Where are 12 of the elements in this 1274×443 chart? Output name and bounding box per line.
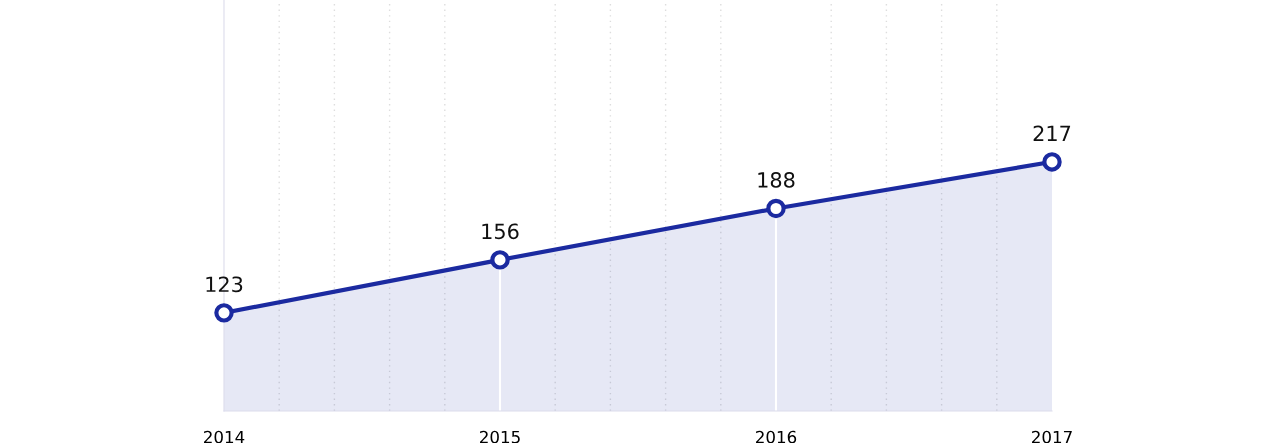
data-label: 188	[758, 172, 795, 188]
x-tick-label: 2017	[1032, 430, 1072, 443]
data-label: 156	[482, 223, 519, 240]
point	[1042, 152, 1062, 172]
data-label: 217	[1033, 125, 1071, 141]
x-tick-label: 2014	[204, 430, 245, 443]
data-label: 123	[206, 276, 243, 293]
point	[766, 198, 786, 219]
point	[490, 250, 510, 270]
x-tick-label: 2016	[756, 430, 797, 443]
point	[214, 303, 234, 323]
x-tick-label: 2015	[480, 430, 520, 443]
